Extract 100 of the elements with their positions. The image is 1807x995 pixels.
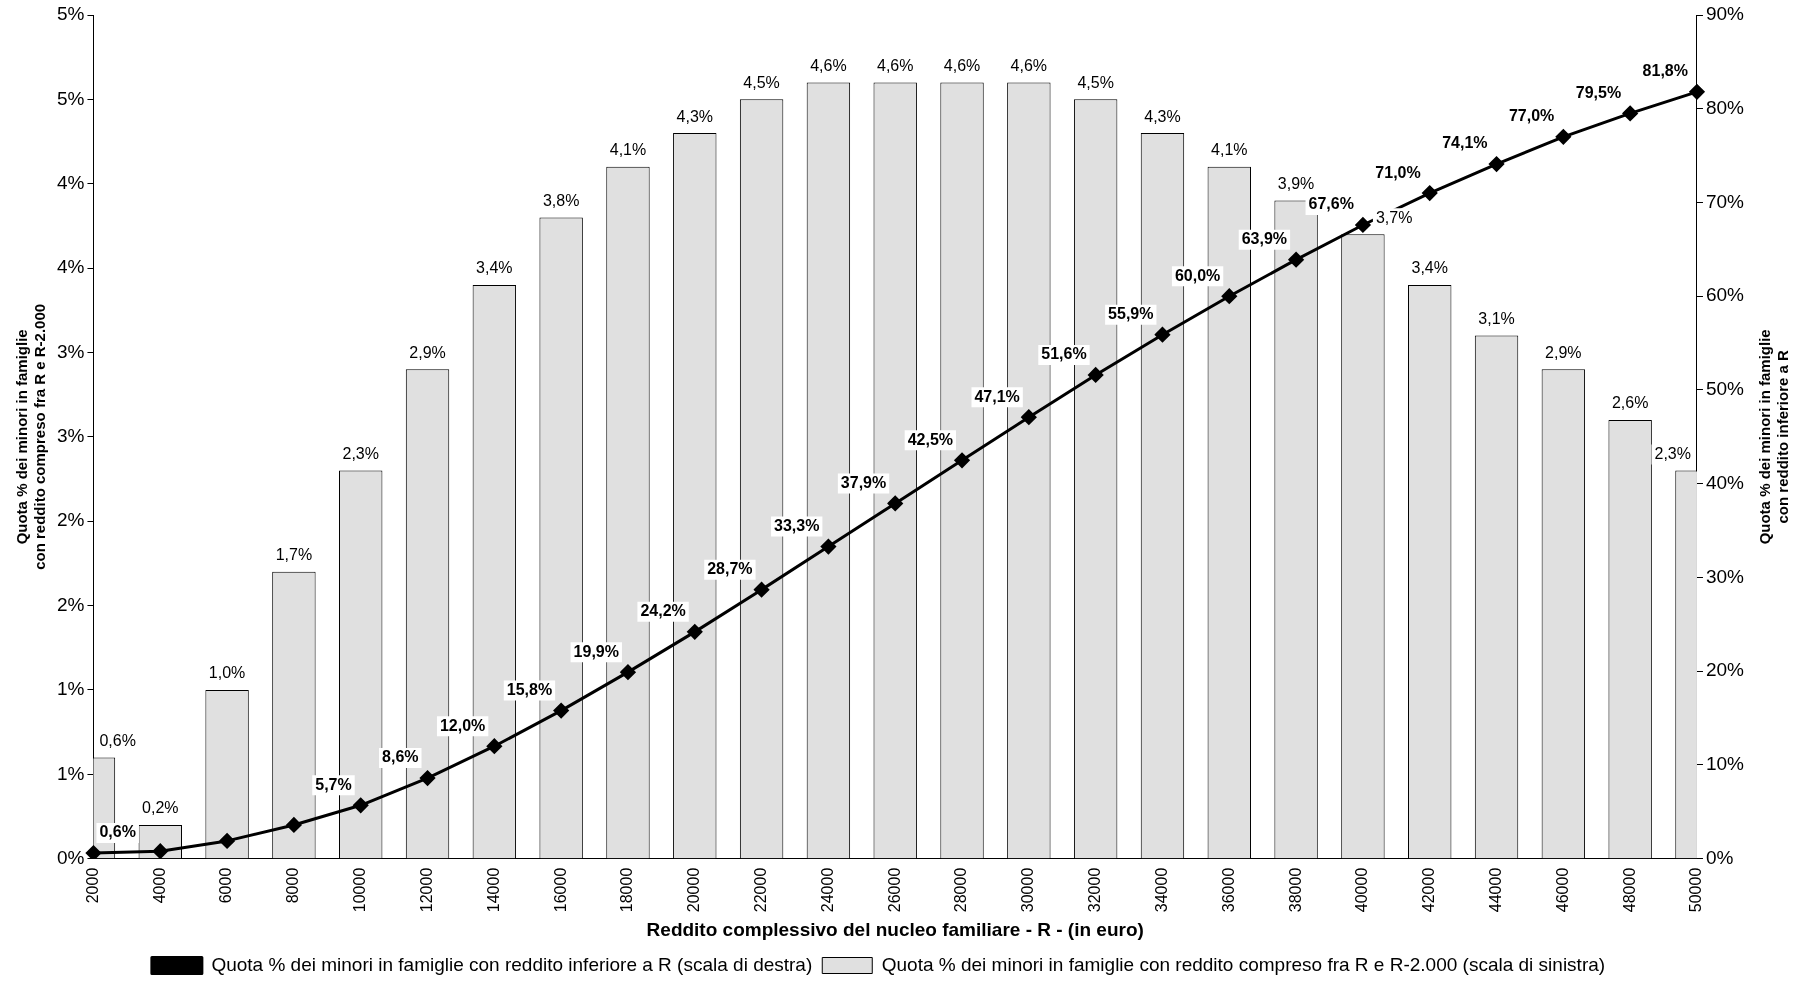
x-tick-label: 2000: [83, 867, 101, 904]
y-tick-label: 3%: [56, 425, 85, 447]
y-axis-title: Quota % dei minori in famiglie con reddito compreso fra R e R-2.000: [13, 303, 49, 570]
point: [486, 738, 502, 754]
y2-axis-title: Quota % dei minori in famiglie con reddito inferiore a R: [1756, 329, 1792, 545]
data-label: 3,9%: [1277, 175, 1315, 193]
data-label: 4,6%: [1010, 56, 1048, 74]
point: [420, 770, 436, 786]
data-label: 2,3%: [1654, 445, 1691, 463]
point: [754, 582, 770, 598]
x-tick-label: 20000: [685, 867, 703, 913]
point: [1555, 129, 1571, 145]
y-tick-label: 2%: [56, 509, 85, 531]
point: [1422, 185, 1438, 201]
y-tick-label: 1%: [56, 762, 85, 784]
data-label: 4,6%: [943, 56, 981, 74]
data-label: 19,9%: [573, 642, 619, 660]
point: [954, 452, 970, 468]
data-label: 4,3%: [1144, 107, 1181, 125]
x-tick-label: 18000: [618, 867, 636, 913]
y2-tick-label: 30%: [1705, 565, 1745, 587]
data-label: 4,5%: [743, 73, 780, 91]
x-tick-label: 36000: [1219, 867, 1237, 913]
point: [85, 845, 101, 859]
x-tick-label: 38000: [1286, 867, 1304, 913]
x-tick-label: 32000: [1086, 867, 1104, 913]
data-label: 4,6%: [810, 56, 847, 74]
data-label: 4,1%: [1211, 141, 1248, 159]
data-label: 71,0%: [1375, 163, 1421, 181]
y2-tick-label: 20%: [1705, 659, 1745, 681]
data-label: 1,7%: [275, 546, 313, 564]
point: [887, 495, 903, 511]
y-tick-label: 0%: [56, 846, 85, 868]
data-label: 63,9%: [1241, 230, 1288, 248]
point: [1221, 288, 1237, 304]
x-tick-label: 50000: [1687, 867, 1705, 913]
x-tick-label: 26000: [885, 867, 903, 913]
data-label: 1,0%: [208, 664, 246, 682]
data-label: 0,2%: [142, 799, 179, 817]
point: [1489, 156, 1505, 172]
data-label: 0,6%: [99, 731, 136, 749]
y-tick-label: 2%: [56, 593, 85, 615]
data-label: 79,5%: [1575, 83, 1622, 101]
x-tick-label: 40000: [1353, 867, 1371, 913]
data-label: 81,8%: [1642, 62, 1688, 80]
x-tick-label: 6000: [217, 867, 235, 904]
data-label: 2,9%: [1545, 343, 1582, 361]
point: [152, 843, 168, 859]
data-label: 15,8%: [506, 681, 553, 698]
data-label: 3,1%: [1478, 310, 1515, 328]
point: [1689, 84, 1705, 100]
data-label: 3,4%: [476, 259, 513, 277]
data-label: 24,2%: [640, 602, 686, 620]
data-label: 33,3%: [774, 516, 820, 534]
x-tick-label: 44000: [1486, 867, 1504, 913]
y2-tick-label: 90%: [1705, 3, 1745, 25]
y2-tick-label: 60%: [1705, 284, 1745, 306]
data-label: 3,7%: [1375, 208, 1413, 226]
data-label: 51,6%: [1041, 345, 1087, 363]
data-label: 4,5%: [1077, 73, 1114, 91]
x-tick-label: 14000: [484, 867, 502, 913]
point: [1355, 217, 1371, 233]
y2-tick-label: 80%: [1705, 96, 1745, 118]
y-tick-label: 1%: [56, 678, 85, 700]
point: [687, 624, 703, 640]
x-tick-label: 48000: [1620, 867, 1638, 913]
data-label: 60,0%: [1174, 266, 1221, 284]
data-label: 2,6%: [1611, 394, 1649, 412]
data-label: 74,1%: [1442, 134, 1488, 152]
data-label: 37,9%: [840, 473, 887, 491]
data-label: 67,6%: [1308, 195, 1354, 213]
y2-tick-label: 10%: [1705, 753, 1745, 775]
point: [1088, 367, 1104, 383]
x-tick-label: 24000: [818, 867, 836, 913]
data-label: 2,9%: [409, 343, 446, 361]
y2-tick-label: 40%: [1705, 471, 1745, 493]
point: [286, 817, 302, 833]
point: [219, 833, 235, 849]
data-label: 4,3%: [676, 107, 714, 125]
point: [553, 703, 569, 719]
y2-tick-label: 50%: [1705, 378, 1745, 400]
x-tick-label: 46000: [1553, 867, 1571, 913]
data-label: 0,6%: [99, 823, 136, 841]
y-tick-label: 4%: [56, 256, 85, 278]
legend-label: Quota % dei minori in famiglie con reddito inferiore a R (scala di destra): [211, 953, 813, 975]
y2-tick-label: 0%: [1705, 846, 1734, 868]
y-tick-label: 4%: [56, 171, 85, 193]
point: [1622, 105, 1638, 121]
data-label: 12,0%: [439, 716, 486, 734]
point: [620, 664, 636, 680]
data-label: 8,6%: [382, 748, 419, 766]
x-tick-label: 16000: [551, 867, 569, 913]
point: [1288, 252, 1304, 268]
x-tick-label: 12000: [417, 867, 435, 913]
data-label: 2,3%: [342, 445, 379, 463]
x-tick-label: 10000: [351, 867, 369, 913]
data-label: 42,5%: [907, 430, 954, 448]
data-label: 47,1%: [974, 387, 1020, 405]
x-tick-label: 42000: [1420, 867, 1438, 913]
x-tick-label: 34000: [1152, 867, 1170, 913]
